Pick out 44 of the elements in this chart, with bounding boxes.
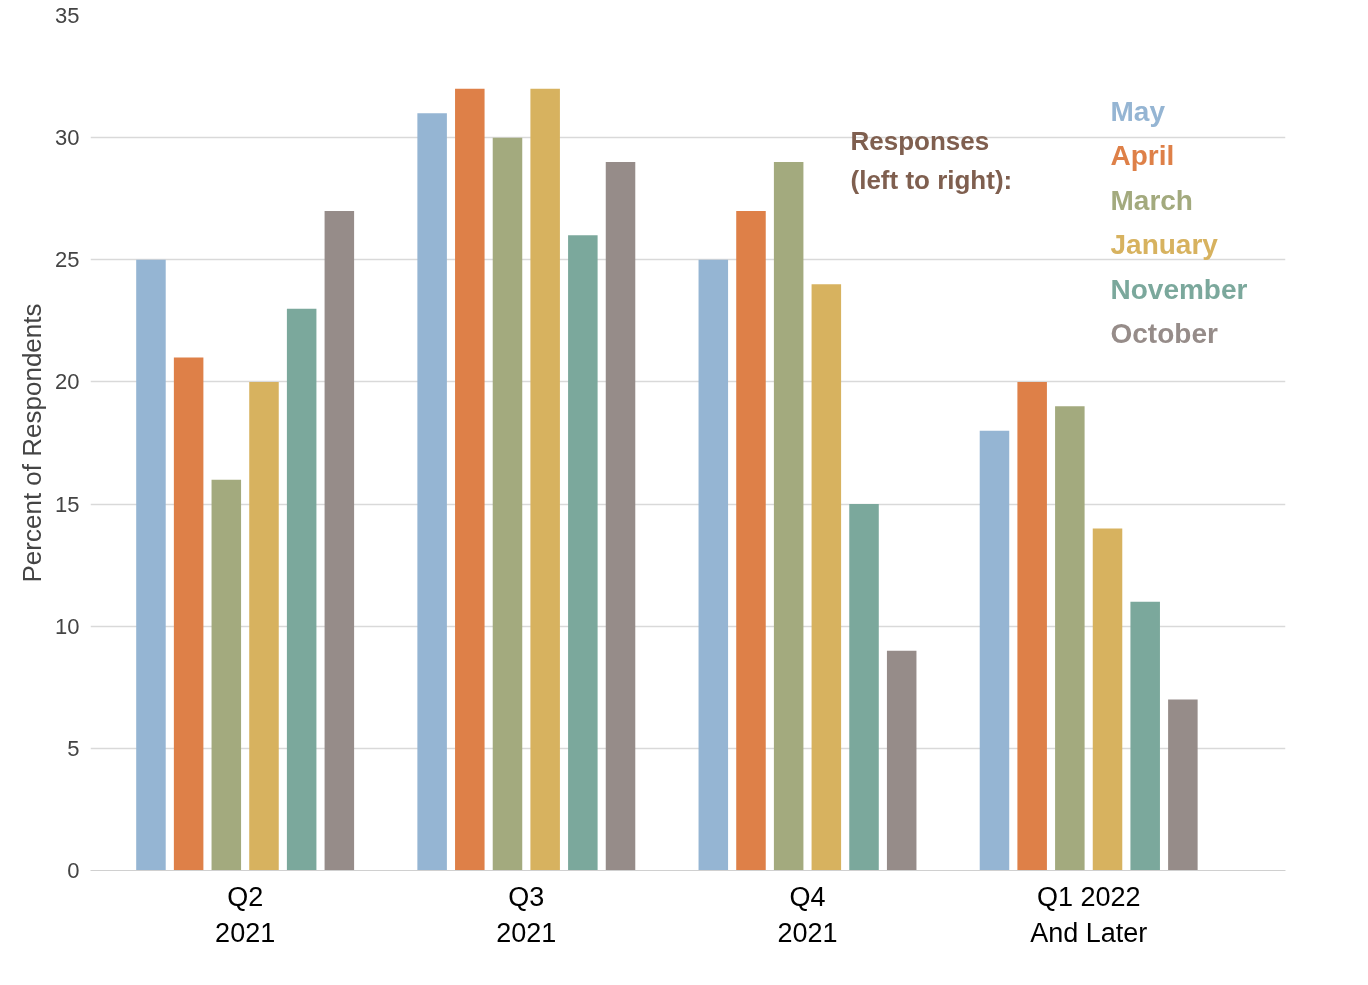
y-tick-label: 0 — [67, 858, 80, 883]
bar — [979, 430, 1010, 871]
x-tick-label: Q3 2021 — [496, 881, 557, 948]
bar — [811, 284, 842, 871]
bar — [173, 357, 204, 871]
y-tick-label: 25 — [55, 247, 80, 273]
text: January — [1110, 229, 1219, 260]
bar — [1130, 601, 1160, 871]
text: May — [1110, 95, 1166, 127]
bar — [1055, 406, 1085, 871]
bar — [1168, 699, 1198, 871]
x-tick-label: Q2 2021 — [215, 881, 276, 948]
y-tick-label: 15 — [55, 491, 80, 517]
bar — [211, 479, 242, 871]
bar — [249, 381, 279, 871]
bar — [492, 137, 523, 871]
bar — [1092, 528, 1123, 871]
x-tick-label: Q4 2021 — [777, 881, 838, 948]
y-tick-label: 35 — [55, 3, 80, 28]
y-tick-label: 10 — [55, 613, 80, 639]
bar — [605, 162, 636, 871]
bar — [849, 504, 879, 871]
bar — [736, 210, 766, 871]
text: November — [1110, 273, 1248, 305]
bar — [773, 162, 804, 871]
bar — [286, 308, 317, 871]
bar — [530, 88, 560, 871]
bar — [886, 650, 917, 871]
bar — [1017, 381, 1047, 871]
bar — [417, 113, 447, 871]
y-tick-label: 20 — [55, 369, 80, 395]
text: March — [1110, 184, 1193, 216]
bar — [698, 259, 729, 871]
bar — [136, 259, 166, 871]
bar — [455, 88, 485, 871]
y-tick-label: 30 — [55, 125, 80, 151]
text: April — [1110, 140, 1175, 171]
y-axis-title: Percent of Respondents — [17, 303, 48, 583]
bar — [568, 235, 598, 871]
bar — [324, 210, 355, 871]
text: October — [1110, 318, 1218, 349]
legend-title: Responses (left to right): — [850, 125, 1013, 195]
x-tick-label: Q1 2022 And Later — [1030, 881, 1148, 948]
y-tick-label: 5 — [67, 735, 80, 761]
